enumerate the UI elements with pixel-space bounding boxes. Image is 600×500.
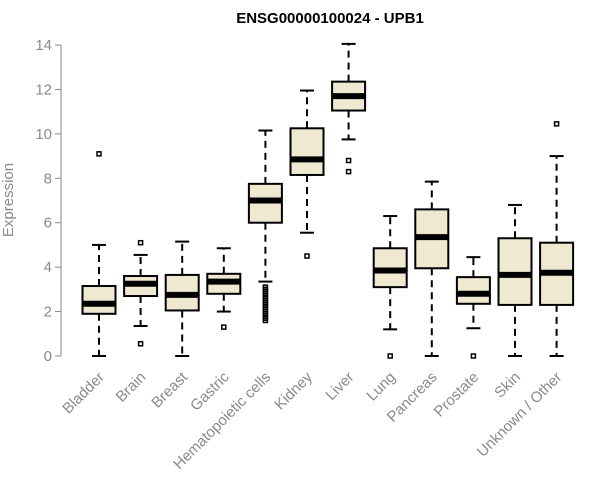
box-breast xyxy=(164,240,200,357)
iqr-box xyxy=(497,237,533,306)
y-tick-label: 10 xyxy=(35,126,52,143)
x-tick-label: Kidney xyxy=(271,368,316,413)
x-tick-label: Skin xyxy=(491,369,524,402)
y-axis-title: Expression xyxy=(0,163,17,237)
x-tick-label: Prostate xyxy=(431,369,483,421)
y-tick-label: 4 xyxy=(44,259,52,276)
box-kidney xyxy=(289,89,325,259)
box-unknown-other xyxy=(539,121,575,357)
boxes-group xyxy=(81,42,575,359)
box-pancreas xyxy=(414,180,450,357)
y-tick-label: 0 xyxy=(44,348,52,365)
outlier-point xyxy=(304,253,310,259)
x-tick-label: Breast xyxy=(148,368,191,411)
iqr-box xyxy=(289,127,325,176)
x-tick-label: Lung xyxy=(363,369,399,405)
box-hematopoietic-cells xyxy=(247,129,283,324)
outlier-point xyxy=(137,341,144,347)
x-tick-label: Bladder xyxy=(59,369,108,418)
outlier-point xyxy=(96,151,102,157)
outlier-point xyxy=(345,168,352,175)
x-tick-label: Brain xyxy=(113,369,150,406)
box-prostate xyxy=(455,256,491,359)
x-tick-label: Liver xyxy=(322,369,357,404)
outlier-point xyxy=(553,121,560,127)
outlier-point xyxy=(387,353,393,359)
outlier-point xyxy=(221,324,227,330)
box-lung xyxy=(372,215,408,359)
chart-title: ENSG00000100024 - UPB1 xyxy=(236,10,424,27)
outlier-point xyxy=(137,239,144,246)
outlier-point xyxy=(262,317,269,324)
outlier-point xyxy=(470,353,477,359)
box-liver xyxy=(331,42,367,175)
y-tick-label: 2 xyxy=(44,304,52,321)
box-skin xyxy=(497,203,533,357)
iqr-box xyxy=(455,276,491,305)
y-tick-label: 6 xyxy=(44,215,52,232)
box-gastric xyxy=(206,247,242,330)
y-tick-label: 12 xyxy=(35,81,52,98)
y-tick-label: 14 xyxy=(35,37,52,54)
y-tick-label: 8 xyxy=(44,170,52,187)
y-axis: 0 2 4 6 8 10 12 14 xyxy=(35,37,62,365)
outlier-point xyxy=(345,157,352,164)
box-brain xyxy=(123,239,159,347)
iqr-box xyxy=(81,285,117,315)
box-bladder xyxy=(81,151,117,357)
